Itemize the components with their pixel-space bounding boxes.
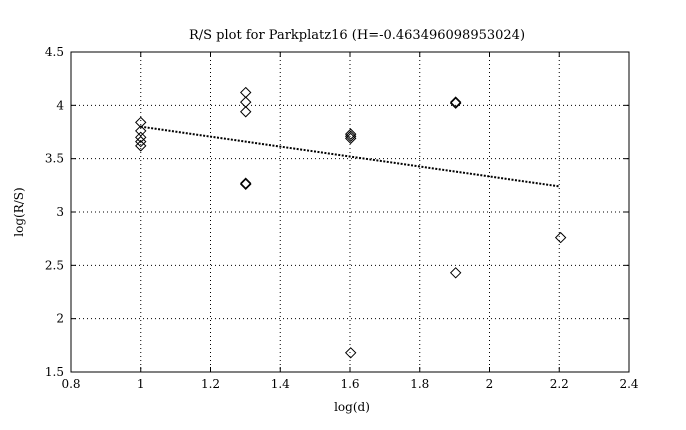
grid-lines — [71, 52, 629, 372]
data-markers — [135, 86, 567, 359]
x-tick-label: 2 — [486, 377, 494, 391]
data-point-diamond — [449, 267, 462, 279]
y-axis-label: log(R/S) — [12, 187, 26, 236]
x-tick-label: 1.8 — [410, 377, 429, 391]
x-tick-label: 0.8 — [61, 377, 80, 391]
x-tick-label: 1 — [137, 377, 145, 391]
y-tick-label: 2.5 — [45, 258, 64, 272]
x-tick-label: 2.2 — [550, 377, 569, 391]
y-tick-label: 3.5 — [45, 152, 64, 166]
x-tick-label: 2.4 — [619, 377, 638, 391]
data-point-diamond — [135, 140, 147, 152]
data-point-diamond — [344, 128, 357, 140]
y-tick-label: 4.5 — [45, 45, 64, 59]
data-point-diamond — [344, 347, 357, 359]
data-point-diamond — [449, 97, 462, 109]
axis-ticks — [70, 51, 630, 373]
data-point-diamond — [240, 96, 252, 108]
x-tick-label: 1.4 — [271, 377, 290, 391]
x-tick-label: 1.6 — [340, 377, 359, 391]
y-tick-label: 3 — [56, 205, 64, 219]
data-point-diamond — [240, 86, 252, 99]
y-tick-label: 2 — [56, 312, 64, 326]
data-point-diamond — [135, 135, 147, 148]
data-point-diamond — [240, 177, 252, 189]
data-point-diamond — [344, 130, 357, 142]
y-tick-label: 1.5 — [45, 365, 64, 379]
data-point-diamond — [135, 116, 147, 129]
data-point-diamond — [135, 131, 147, 144]
data-point-diamond — [554, 231, 567, 244]
data-point-diamond — [344, 132, 357, 145]
fit-line — [140, 125, 560, 188]
data-point-diamond — [240, 178, 252, 190]
x-tick-labels: 0.8 1 1.2 1.4 1.6 1.8 2 2.2 2.4 — [61, 377, 638, 391]
x-tick-label: 1.2 — [201, 377, 220, 391]
x-axis-label: log(d) — [334, 400, 370, 414]
data-point-diamond — [449, 96, 462, 108]
y-tick-label: 4 — [56, 98, 64, 112]
data-point-diamond — [240, 106, 252, 118]
y-tick-labels: 1.5 2 2.5 3 3.5 4 4.5 — [45, 45, 64, 379]
chart-title: R/S plot for Parkplatz16 (H=-0.463496098… — [189, 28, 525, 43]
